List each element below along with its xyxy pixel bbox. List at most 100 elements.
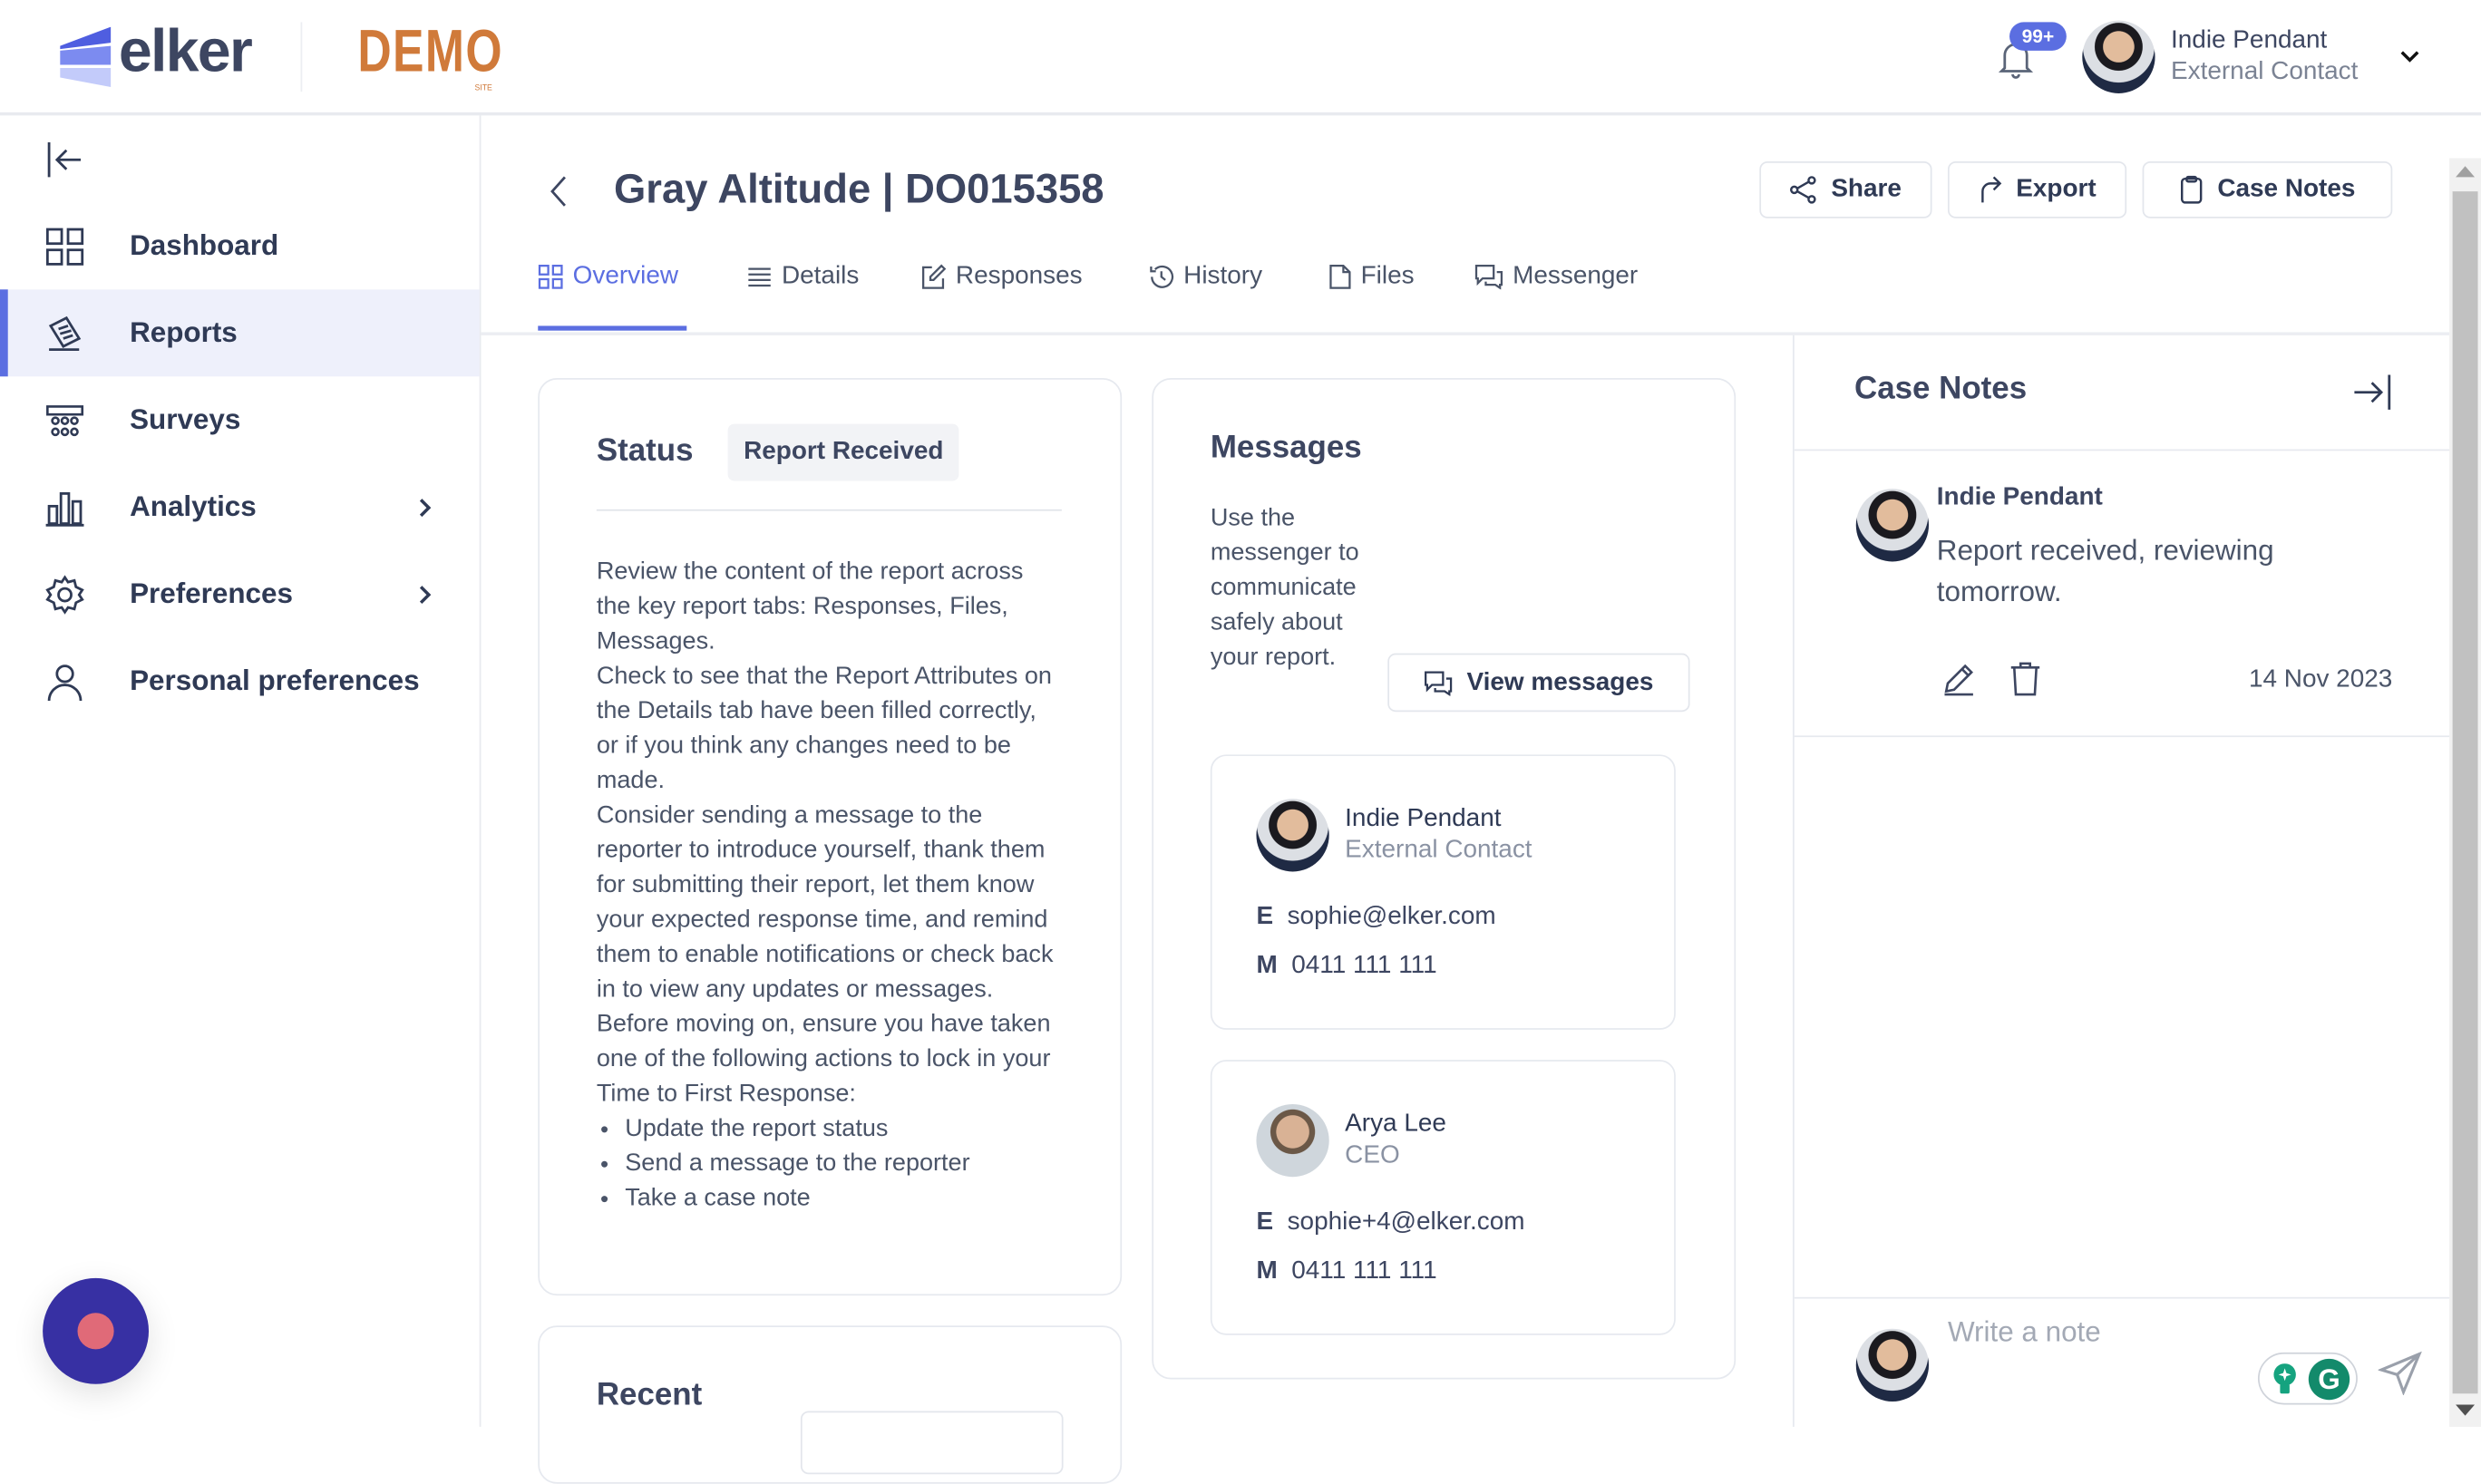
collapse-sidebar-icon[interactable] <box>46 141 87 179</box>
scroll-up-arrow-icon[interactable] <box>2456 166 2476 178</box>
logo-divider <box>300 22 303 92</box>
demo-label: DEMO <box>357 18 503 86</box>
logo-text: elker <box>118 18 253 86</box>
contact-role: External Contact <box>1345 837 1532 864</box>
note-input[interactable]: Write a note <box>1947 1315 2101 1348</box>
file-icon <box>1329 264 1351 289</box>
composer-divider <box>1794 1296 2451 1299</box>
export-arrow-icon <box>1978 176 2003 204</box>
case-notes-title: Case Notes <box>1854 372 2028 407</box>
tab-messenger[interactable]: Messenger <box>1474 263 1638 291</box>
contact-name: Arya Lee <box>1345 1110 1446 1138</box>
list-icon <box>747 264 773 289</box>
sidebar-item-dashboard[interactable]: Dashboard <box>0 202 480 289</box>
contact-email[interactable]: sophie+4@elker.com <box>1287 1208 1525 1236</box>
lightbulb-icon <box>2272 1363 2298 1395</box>
tabs-divider <box>481 332 2450 335</box>
scroll-down-arrow-icon[interactable] <box>2456 1404 2476 1416</box>
contact-role: CEO <box>1345 1141 1400 1169</box>
grid-icon <box>538 264 563 289</box>
chat-icon <box>1474 264 1503 290</box>
grid-icon <box>44 226 85 267</box>
history-icon <box>1149 264 1174 289</box>
grammarly-icon: G <box>2308 1358 2350 1401</box>
view-messages-button[interactable]: View messages <box>1387 653 1690 713</box>
sidebar-item-personal-preferences[interactable]: Personal preferences <box>0 637 480 724</box>
status-badge[interactable]: Report Received <box>727 423 959 481</box>
user-role: External Contact <box>2171 58 2359 86</box>
contact-card: Arya Lee CEO E sophie+4@elker.com M 0411… <box>1210 1060 1676 1335</box>
sidebar-item-label: Dashboard <box>130 229 279 261</box>
gear-icon <box>44 574 85 615</box>
sidebar-item-preferences[interactable]: Preferences <box>0 550 480 637</box>
tab-details[interactable]: Details <box>747 263 859 291</box>
sidebar-item-label: Preferences <box>130 577 293 609</box>
status-divider <box>596 509 1062 511</box>
tab-responses[interactable]: Responses <box>921 263 1083 291</box>
elker-logo-icon <box>57 26 114 87</box>
trash-icon[interactable] <box>2009 661 2041 696</box>
edit-pencil-icon[interactable] <box>1941 661 1976 696</box>
bar-chart-icon <box>44 487 85 528</box>
contact-mobile[interactable]: 0411 111 111 <box>1291 952 1437 980</box>
sidebar-item-analytics[interactable]: Analytics <box>0 463 480 550</box>
sidebar: Dashboard Reports Surveys Analytics Pref… <box>0 115 482 1427</box>
tab-history[interactable]: History <box>1149 263 1262 291</box>
sidebar-item-label: Analytics <box>130 490 257 522</box>
record-dot-icon <box>77 1313 114 1350</box>
recent-card: Recent <box>538 1325 1123 1484</box>
chevron-down-icon[interactable] <box>2398 46 2420 68</box>
contact-avatar <box>1256 1103 1329 1178</box>
note-author-avatar <box>1855 489 1930 562</box>
scrollbar-thumb[interactable] <box>2452 191 2478 1394</box>
demo-sub: SITE <box>474 83 492 93</box>
sidebar-item-reports[interactable]: Reports <box>0 289 480 377</box>
share-button[interactable]: Share <box>1759 160 1932 218</box>
survey-icon <box>44 400 85 441</box>
notification-badge: 99+ <box>2009 22 2067 51</box>
status-card: Status Report Received Review the conten… <box>538 378 1123 1296</box>
messages-card: Messages Use the messenger to communicat… <box>1152 378 1737 1380</box>
edit-icon <box>921 264 947 289</box>
sidebar-item-label: Surveys <box>130 403 241 435</box>
messages-title: Messages <box>1210 430 1362 466</box>
note-author: Indie Pendant <box>1936 483 2103 511</box>
status-instructions: Review the content of the report across … <box>597 555 1059 1216</box>
sidebar-item-label: Personal preferences <box>130 664 420 696</box>
panel-divider <box>1794 449 2451 451</box>
send-icon[interactable] <box>2378 1351 2423 1396</box>
contact-name: Indie Pendant <box>1345 805 1502 832</box>
page-title: Gray Altitude | DO015358 <box>614 164 1104 212</box>
export-button[interactable]: Export <box>1947 160 2127 218</box>
share-icon <box>1790 176 1818 204</box>
case-note-item: Indie Pendant Report received, reviewing… <box>1794 451 2451 738</box>
back-chevron-icon[interactable] <box>548 174 569 209</box>
contact-mobile[interactable]: 0411 111 111 <box>1291 1257 1437 1285</box>
sidebar-item-label: Reports <box>130 315 238 348</box>
user-avatar[interactable] <box>2082 20 2155 93</box>
status-title: Status <box>596 433 694 469</box>
report-icon <box>44 313 85 354</box>
tab-files[interactable]: Files <box>1329 263 1415 291</box>
recent-title: Recent <box>596 1377 703 1413</box>
case-notes-button[interactable]: Case Notes <box>2142 160 2393 218</box>
grammarly-widget[interactable]: G <box>2257 1352 2358 1405</box>
chat-icon <box>1424 670 1453 695</box>
active-tab-indicator <box>538 325 687 331</box>
user-name[interactable]: Indie Pendant <box>2171 26 2328 54</box>
contact-avatar <box>1256 799 1329 872</box>
close-panel-icon[interactable] <box>2351 373 2392 412</box>
contact-card: Indie Pendant External Contact E sophie@… <box>1210 754 1676 1030</box>
case-notes-panel: Case Notes Indie Pendant Report received… <box>1792 335 2451 1427</box>
contact-email[interactable]: sophie@elker.com <box>1287 903 1496 931</box>
chevron-right-icon <box>414 496 433 518</box>
floating-action-button[interactable] <box>43 1277 150 1384</box>
top-header: elker DEMO SITE 99+ Indie Pendant Extern… <box>0 0 2481 116</box>
sidebar-item-surveys[interactable]: Surveys <box>0 376 480 463</box>
tab-overview[interactable]: Overview <box>538 263 678 291</box>
note-date: 14 Nov 2023 <box>2248 665 2393 694</box>
user-icon <box>44 660 85 701</box>
recent-filter[interactable] <box>800 1411 1064 1475</box>
composer-avatar <box>1855 1328 1930 1402</box>
scrollbar[interactable] <box>2449 158 2481 1427</box>
